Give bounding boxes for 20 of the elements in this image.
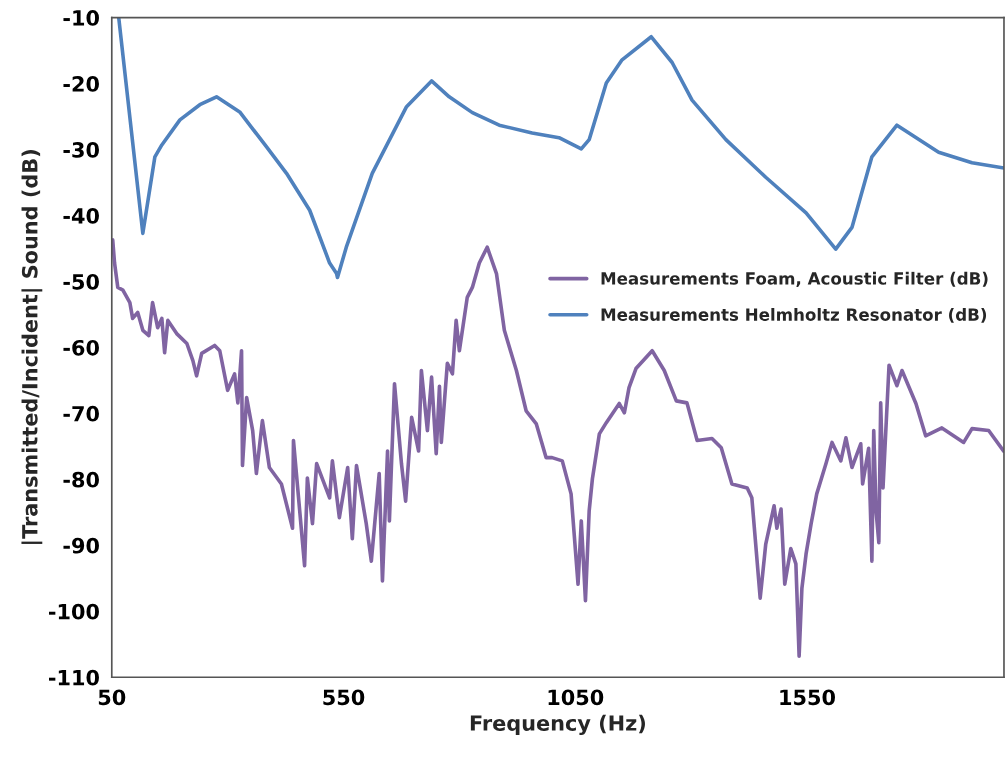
legend-label: Measurements Helmholtz Resonator (dB)	[601, 307, 987, 323]
x-tick-label: 550	[323, 689, 365, 706]
x-tick-label: 1550	[780, 689, 835, 706]
y-tick-label: -70	[63, 405, 99, 422]
y-axis-title: |Transmitted/Incident| Sound (dB)	[21, 150, 43, 544]
y-tick-label: -30	[63, 142, 99, 158]
legend-label: Measurements Foam, Acoustic Filter (dB)	[601, 271, 988, 287]
y-tick-label: -10	[63, 10, 99, 26]
y-tick-label: -80	[63, 471, 99, 488]
y-tick-label: -60	[63, 339, 99, 356]
y-tick-label: -100	[48, 603, 99, 620]
x-tick-label: 50	[98, 689, 126, 706]
x-axis-title: Frequency (Hz)	[470, 714, 645, 736]
y-tick-label: -90	[63, 537, 99, 554]
y-tick-label: -50	[63, 273, 99, 290]
y-tick-label: -20	[63, 76, 99, 92]
y-tick-label: -40	[63, 207, 99, 224]
line-series	[111, 238, 1004, 658]
y-tick-label: -110	[48, 669, 99, 686]
x-tick-label: 1050	[548, 689, 604, 706]
